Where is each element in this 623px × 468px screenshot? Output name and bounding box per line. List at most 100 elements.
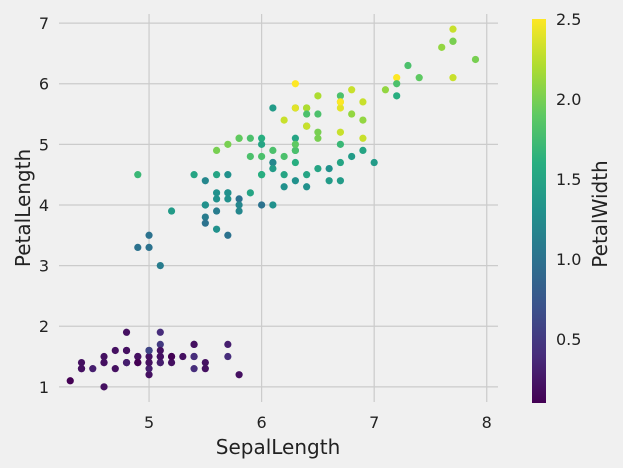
data-point (314, 110, 322, 118)
data-point (280, 152, 288, 161)
data-point (280, 171, 288, 179)
data-point (212, 146, 221, 155)
data-point (212, 207, 221, 215)
data-point (303, 171, 311, 179)
data-point (201, 219, 209, 227)
data-point (190, 340, 198, 349)
data-point (336, 98, 345, 106)
data-point (336, 128, 345, 136)
data-point (291, 80, 299, 88)
data-point (314, 128, 322, 136)
colorbar-tick-label: 0.5 (556, 330, 581, 349)
data-point (224, 140, 232, 148)
data-point (201, 177, 209, 185)
data-point (246, 152, 254, 161)
data-point (246, 134, 254, 142)
data-point (156, 261, 164, 270)
data-point (291, 140, 299, 148)
colorbar (532, 19, 546, 403)
data-point (212, 189, 221, 197)
data-point (100, 383, 108, 391)
data-point (122, 358, 131, 367)
data-point (449, 37, 457, 45)
data-point (359, 134, 367, 142)
data-point (156, 352, 164, 361)
data-point (201, 213, 209, 221)
colorbar-label: PetalWidth (588, 160, 612, 267)
data-point (471, 55, 480, 64)
data-point (269, 146, 277, 155)
data-point (100, 358, 108, 367)
x-tick-label: 5 (144, 413, 154, 432)
x-tick-label: 8 (482, 413, 492, 432)
data-point (167, 358, 176, 367)
data-point (291, 146, 299, 155)
data-point (336, 177, 345, 185)
data-point (235, 207, 243, 215)
data-point (393, 74, 401, 82)
data-point (336, 158, 345, 167)
data-point (314, 134, 322, 142)
data-point (348, 110, 356, 118)
data-point (359, 98, 367, 106)
data-point (269, 158, 277, 167)
data-point (291, 177, 299, 185)
data-point (280, 183, 288, 191)
data-point (235, 195, 243, 203)
data-point (224, 171, 232, 179)
data-point (122, 328, 131, 336)
x-axis-label: SepalLength (216, 435, 341, 459)
data-point (336, 92, 345, 100)
data-point (381, 86, 390, 94)
data-point (212, 171, 221, 179)
data-point (190, 171, 198, 179)
data-point (212, 225, 221, 233)
data-point (224, 195, 232, 203)
data-point (190, 365, 198, 373)
colorbar-tick-label: 1.5 (556, 170, 581, 189)
data-point (145, 371, 153, 379)
data-point (190, 352, 198, 361)
data-point (258, 171, 266, 179)
data-point (235, 201, 243, 209)
data-point (156, 346, 164, 355)
data-point (404, 61, 412, 70)
data-point (134, 352, 142, 361)
data-point (224, 231, 232, 239)
data-point (201, 365, 209, 373)
data-point (145, 352, 153, 361)
colorbar-tick-label: 1.0 (556, 250, 581, 269)
y-tick-label: 3 (39, 257, 49, 276)
data-point (235, 134, 243, 142)
data-point (314, 92, 322, 100)
y-tick-label: 6 (39, 75, 49, 94)
data-point (111, 346, 119, 355)
data-point (325, 164, 333, 173)
data-point (269, 164, 277, 173)
data-point (145, 358, 153, 367)
data-point (348, 86, 356, 94)
data-point (291, 104, 299, 112)
grid-lines (59, 14, 498, 402)
data-point (370, 158, 378, 167)
data-point (212, 195, 221, 203)
y-tick-label: 2 (39, 317, 49, 336)
data-point (66, 377, 74, 385)
data-point (134, 171, 142, 179)
data-point (201, 358, 209, 367)
data-point (336, 140, 345, 148)
data-point (145, 231, 153, 239)
data-point (77, 365, 86, 373)
data-point (303, 122, 311, 130)
data-point (258, 134, 266, 142)
y-tick-label: 7 (39, 14, 49, 33)
data-point (179, 352, 187, 361)
x-tick-label: 7 (369, 413, 379, 432)
data-point (89, 365, 97, 373)
y-tick-label: 5 (39, 135, 49, 154)
x-tick-label: 6 (257, 413, 267, 432)
data-point (438, 43, 446, 51)
colorbar-tick-label: 2.0 (556, 90, 581, 109)
data-point (156, 358, 164, 367)
